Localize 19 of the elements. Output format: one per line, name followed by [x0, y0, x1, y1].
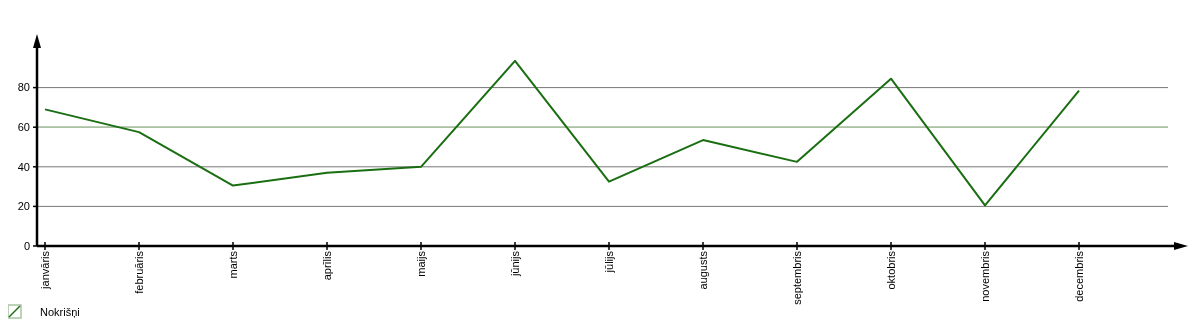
x-tick-label: septembris: [791, 250, 803, 305]
x-tick-label: jūnijs: [509, 250, 521, 278]
x-tick-label: marts: [227, 250, 239, 279]
y-tick-label: 60: [17, 121, 30, 134]
x-tick-label: aprīlis: [321, 250, 333, 281]
x-tick-label: oktobris: [885, 250, 897, 290]
y-tick-label: 40: [17, 160, 30, 173]
x-tick-label: decembris: [1073, 250, 1085, 302]
x-tick-label: augusts: [697, 250, 709, 290]
y-tick-label: 20: [17, 200, 30, 213]
y-tick-label: 0: [23, 239, 30, 252]
y-tick-label: 80: [17, 81, 30, 94]
legend-label: Nokrišņi: [40, 306, 80, 318]
line-series: [44, 59, 1080, 207]
x-tick-label: februāris: [133, 250, 145, 294]
x-tick-label: jūlijs: [603, 250, 615, 274]
x-tick-label: novembris: [979, 250, 991, 302]
x-tick-label: janvāris: [39, 250, 51, 290]
x-tick-label: maijs: [415, 250, 427, 277]
